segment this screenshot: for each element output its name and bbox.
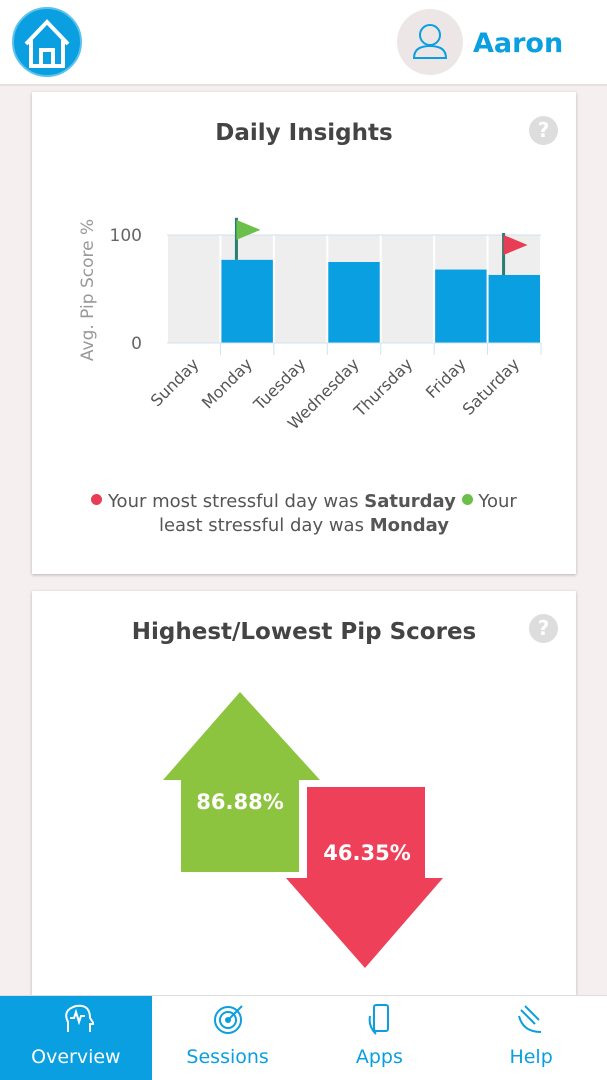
- stress-dot: [91, 494, 103, 505]
- y-tick-label: 0: [131, 334, 142, 354]
- column-bg: [274, 235, 327, 343]
- bar: [488, 274, 540, 343]
- bar: [435, 269, 487, 343]
- column-bg: [168, 235, 220, 343]
- user-name[interactable]: Aaron: [473, 28, 563, 59]
- header-icons: Aaron: [12, 7, 563, 77]
- bar: [221, 259, 273, 343]
- nav-tab[interactable]: Help: [455, 996, 607, 1080]
- flag: [503, 234, 528, 255]
- nav-tab[interactable]: Apps: [304, 996, 456, 1080]
- down-arrow: [286, 787, 443, 968]
- nav-tab[interactable]: Overview: [0, 996, 152, 1080]
- avatar[interactable]: [397, 9, 463, 75]
- calm-dot: [461, 494, 473, 505]
- tab-label: Overview: [31, 1046, 121, 1068]
- highest-score: 86.88%: [196, 790, 283, 814]
- note-day: Saturday: [364, 491, 456, 512]
- y-tick-label: 100: [110, 226, 142, 246]
- note-text: Your least stressful day was: [158, 491, 517, 536]
- tab-icon: [213, 1005, 243, 1034]
- card-title: Highest/Lowest Pip Scores: [131, 619, 477, 645]
- bar: [328, 262, 380, 343]
- column-bg: [381, 235, 434, 343]
- tab-icon: [368, 1004, 389, 1035]
- home-button[interactable]: [12, 7, 82, 77]
- lowest-score: 46.35%: [323, 841, 410, 865]
- tab-label: Apps: [355, 1046, 403, 1068]
- x-tick-label: Thursday: [350, 354, 417, 421]
- pip-scores-card: Highest/Lowest Pip Scores ?: [32, 591, 576, 1051]
- flag: [236, 219, 261, 240]
- insight-note: Your most stressful day was Saturday You…: [72, 490, 536, 538]
- help-button[interactable]: ?: [529, 116, 558, 145]
- note-day: Monday: [369, 515, 449, 536]
- x-tick-label: Sunday: [147, 354, 203, 410]
- x-tick-label: Monday: [198, 354, 256, 412]
- tab-label: Sessions: [186, 1046, 269, 1068]
- tab-icon: [65, 1004, 94, 1032]
- y-axis-label: Avg. Pip Score %: [78, 219, 98, 361]
- note-text: Your most stressful day was: [107, 491, 359, 512]
- tab-label: Help: [509, 1046, 553, 1068]
- help-button[interactable]: ?: [529, 614, 558, 643]
- tab-icon: [518, 1005, 542, 1033]
- up-arrow: [163, 692, 320, 872]
- header: Aaron: [0, 0, 607, 86]
- x-tick-label: Friday: [422, 354, 470, 402]
- x-tick-label: Saturday: [459, 354, 523, 418]
- nav-tab[interactable]: Sessions: [152, 996, 304, 1080]
- card-title: Daily Insights: [215, 120, 393, 146]
- bottom-nav: Overview Sessions Apps Help: [0, 995, 607, 1080]
